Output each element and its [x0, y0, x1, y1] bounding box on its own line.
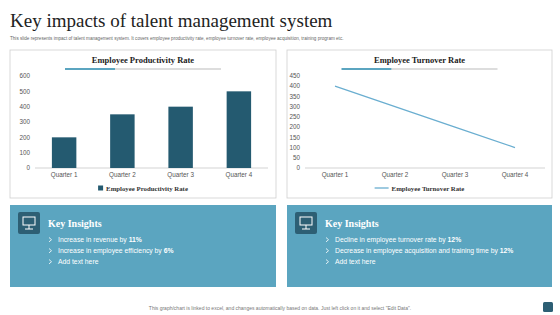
y-tick-label: 150 — [289, 134, 300, 141]
legend: Employee Productivity Rate — [98, 185, 188, 192]
insight-icon — [29, 225, 30, 229]
insight-item: Increase in employee efficiency by 6% — [58, 247, 174, 255]
marks — [335, 86, 515, 147]
chart-title: Employee Turnover Rate — [374, 55, 465, 65]
y-tick-label: 0 — [296, 164, 300, 171]
insight-box: Key Insights Decline in employee turnover… — [287, 205, 552, 287]
legend-swatch — [98, 186, 103, 191]
insight-text: Increase in employee efficiency by — [58, 247, 164, 255]
y-tick-label: 300 — [19, 118, 30, 125]
insight-item: Decline in employee turnover rate by 12% — [335, 236, 461, 244]
insight-title: Key Insights — [325, 218, 379, 229]
y-tick-label: 50 — [293, 154, 301, 161]
x-tick-label: Quarter 2 — [382, 171, 409, 179]
chart-title: Employee Productivity Rate — [92, 55, 195, 65]
insight-icon — [23, 217, 35, 225]
footer: This graph/chart is linked to excel, and… — [149, 305, 411, 311]
insight-icon — [302, 229, 310, 230]
insight-item: Add text here — [58, 258, 99, 265]
chart-panel — [10, 50, 276, 198]
y-tick-label: 500 — [19, 88, 30, 95]
chart: Employee Productivity Rate 0 100 200 300 400 5… — [10, 50, 276, 198]
background — [0, 0, 560, 315]
insight-text: 6% — [164, 247, 174, 254]
bullet — [49, 249, 52, 253]
marks — [52, 91, 251, 168]
y-tick-label: 100 — [19, 149, 30, 156]
bar — [110, 114, 134, 168]
bar — [52, 137, 76, 168]
insight-icon-bg — [295, 212, 317, 234]
legend-label: Employee Turnover Rate — [392, 185, 465, 192]
line — [335, 86, 515, 147]
x-axis-line — [305, 168, 545, 169]
insight-icon — [300, 217, 312, 225]
bar — [227, 91, 251, 168]
y-tick-label: 200 — [289, 123, 300, 130]
y-tick-label: 400 — [289, 82, 300, 89]
insight-item: Decrease in employee acquisition and tra… — [335, 247, 513, 255]
bullet — [326, 260, 329, 264]
x-tick-label: Quarter 3 — [442, 171, 469, 179]
y-tick-label: 450 — [289, 72, 300, 79]
insight-bg — [10, 205, 276, 287]
bullet — [49, 260, 52, 264]
insight-text: Decline in employee turnover rate by — [335, 236, 448, 244]
y-tick-label: 400 — [19, 103, 30, 110]
insight-text: 12% — [448, 236, 462, 243]
insight-icon — [306, 225, 307, 229]
y-tick-label: 300 — [289, 103, 300, 110]
insight-text: Add text here — [335, 258, 376, 265]
y-tick-label: 100 — [289, 144, 300, 151]
chart: Employee Turnover Rate 0 50 100 150 200 250 300… — [287, 50, 552, 198]
legend-swatch — [375, 187, 389, 188]
y-tick-label: 350 — [289, 93, 300, 100]
x-tick-label: Quarter 1 — [51, 171, 78, 179]
legend-label: Employee Productivity Rate — [106, 185, 188, 192]
title-rule — [392, 69, 498, 70]
chart-panel — [287, 50, 552, 198]
corner-square — [543, 302, 553, 312]
bullet — [326, 238, 329, 242]
x-tick-label: Quarter 4 — [502, 171, 529, 179]
subtitle: This slide represents impact of talent m… — [10, 36, 343, 41]
y-tick-label: 0 — [26, 164, 30, 171]
insight-text: Increase in revenue by — [58, 236, 129, 244]
bar — [168, 107, 192, 168]
insight-title: Key Insights — [48, 218, 102, 229]
insight-item: Add text here — [335, 258, 376, 265]
page: Key impacts of talent management system T… — [0, 0, 560, 315]
bullet — [49, 238, 52, 242]
x-tick-label: Quarter 3 — [167, 171, 194, 179]
insight-box: Key InsightsIncrease in revenue by 11%In… — [10, 205, 276, 287]
insight-icon — [25, 229, 33, 230]
insight-text: Decrease in employee acquisition and tra… — [335, 247, 500, 255]
insight-text: Add text here — [58, 258, 99, 265]
title-accent — [342, 68, 392, 70]
bullet — [326, 249, 329, 253]
insight-icon-bg — [18, 212, 40, 234]
y-tick-label: 250 — [289, 113, 300, 120]
insight-text: 12% — [500, 247, 514, 254]
insight-bg — [287, 205, 552, 287]
legend: Employee Turnover Rate — [375, 185, 465, 192]
insight-item: Increase in revenue by 11% — [58, 236, 142, 244]
x-tick-label: Quarter 4 — [226, 171, 253, 179]
insight-text: 11% — [129, 236, 142, 243]
title-accent — [65, 68, 115, 70]
y-tick-label: 600 — [19, 72, 30, 79]
y-tick-label: 200 — [19, 134, 30, 141]
x-tick-label: Quarter 2 — [109, 171, 136, 179]
title: Key impacts of talent management system — [10, 10, 333, 31]
x-tick-label: Quarter 1 — [322, 171, 349, 179]
title-rule — [115, 69, 221, 70]
